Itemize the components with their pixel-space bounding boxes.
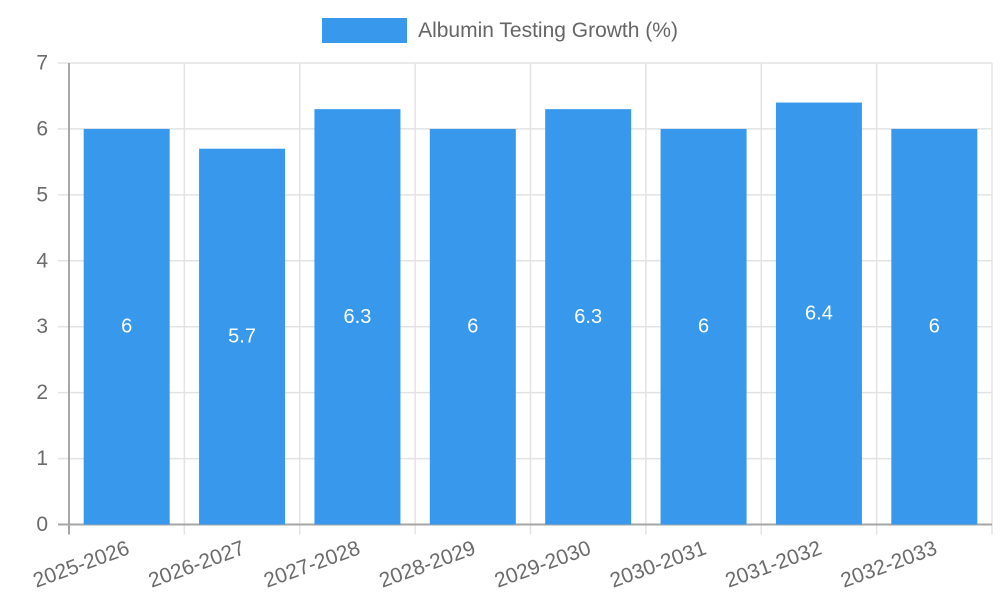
- bar[interactable]: [314, 109, 401, 525]
- y-axis-tick-label: 1: [36, 447, 48, 470]
- bar-value-label: 6: [929, 316, 940, 338]
- y-axis-tick-label: 5: [36, 183, 48, 206]
- x-axis-tick-label: 2027-2028: [261, 537, 363, 593]
- bar-value-label: 6.3: [344, 306, 372, 328]
- x-axis-tick-label: 2031-2032: [722, 537, 824, 593]
- bar[interactable]: [775, 102, 862, 525]
- bar[interactable]: [429, 128, 516, 525]
- bar[interactable]: [83, 128, 170, 525]
- y-axis-tick-label: 6: [36, 117, 48, 140]
- x-axis-tick-label: 2025-2026: [30, 537, 132, 593]
- legend-swatch: [322, 18, 408, 43]
- y-axis-tick-label: 3: [36, 315, 48, 338]
- y-axis-tick-label: 0: [36, 513, 48, 536]
- x-axis-tick-label: 2028-2029: [376, 537, 478, 593]
- x-axis-tick-label: 2029-2030: [492, 537, 594, 593]
- bar[interactable]: [891, 128, 978, 525]
- bar-value-label: 6: [121, 316, 132, 338]
- bar-value-label: 5.7: [228, 326, 256, 348]
- bar-value-label: 6: [698, 316, 709, 338]
- x-axis-tick-label: 2026-2027: [146, 537, 248, 593]
- y-axis-tick-label: 7: [36, 52, 48, 75]
- chart-legend[interactable]: Albumin Testing Growth (%): [0, 18, 1000, 43]
- bar-value-label: 6: [467, 316, 478, 338]
- bar[interactable]: [199, 148, 286, 525]
- y-axis-tick-label: 2: [36, 381, 48, 404]
- bar[interactable]: [545, 109, 632, 525]
- y-axis-tick-label: 4: [36, 249, 48, 272]
- x-axis-tick-label: 2030-2031: [607, 537, 709, 593]
- bar-value-label: 6.3: [574, 306, 602, 328]
- legend-label: Albumin Testing Growth (%): [418, 19, 678, 42]
- bar[interactable]: [660, 128, 747, 525]
- x-axis-tick-label: 2032-2033: [838, 537, 940, 593]
- bar-value-label: 6.4: [805, 303, 833, 325]
